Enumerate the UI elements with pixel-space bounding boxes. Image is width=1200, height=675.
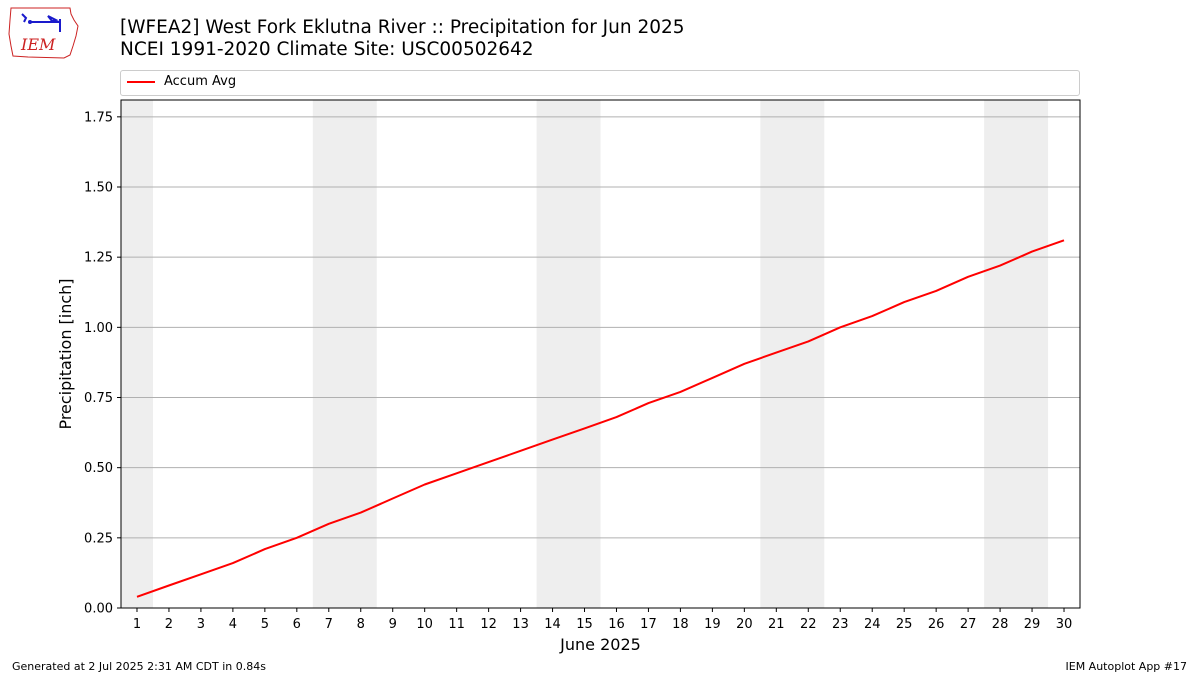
x-tick-label: 25	[896, 617, 913, 632]
y-tick-label: 1.50	[84, 181, 113, 196]
x-tick-label: 14	[544, 617, 561, 632]
logo-text: IEM	[20, 35, 56, 54]
x-tick-label: 20	[736, 617, 753, 632]
iem-logo: IEM	[8, 7, 79, 59]
chart-title: [WFEA2] West Fork Eklutna River :: Preci…	[120, 17, 685, 38]
x-tick-label: 7	[325, 617, 333, 632]
x-tick-label: 18	[672, 617, 689, 632]
station-dot-icon	[28, 20, 32, 24]
x-tick-label: 29	[1024, 617, 1041, 632]
x-tick-label: 6	[293, 617, 301, 632]
weekend-band-2	[312, 100, 377, 608]
x-tick-label: 30	[1056, 617, 1073, 632]
plot-frame	[120, 99, 1081, 609]
x-tick-label: 10	[416, 617, 433, 632]
x-tick-label: 1	[133, 617, 141, 632]
legend: Accum Avg	[120, 70, 1080, 96]
x-tick-label: 12	[480, 617, 497, 632]
x-tick-label: 27	[960, 617, 977, 632]
x-tick-label: 17	[640, 617, 657, 632]
x-tick-label: 19	[704, 617, 721, 632]
app-credit: IEM Autoplot App #17	[1065, 660, 1188, 673]
x-tick-label: 21	[768, 617, 785, 632]
x-tick-label: 9	[389, 617, 397, 632]
weekend-band-5	[984, 100, 1049, 608]
y-tick-label: 0.25	[84, 531, 113, 546]
x-tick-label: 23	[832, 617, 849, 632]
x-tick-label: 13	[512, 617, 529, 632]
y-tick-label: 1.00	[84, 321, 113, 336]
x-tick-label: 8	[357, 617, 365, 632]
y-tick-label: 0.50	[84, 461, 113, 476]
x-tick-label: 22	[800, 617, 817, 632]
generated-timestamp: Generated at 2 Jul 2025 2:31 AM CDT in 0…	[12, 660, 266, 673]
x-tick-label: 2	[165, 617, 173, 632]
x-axis-label: June 2025	[559, 635, 641, 654]
x-tick-label: 15	[576, 617, 593, 632]
legend-swatch	[127, 81, 155, 83]
y-tick-label: 0.75	[84, 391, 113, 406]
y-tick-label: 1.75	[84, 110, 113, 125]
x-tick-label: 16	[608, 617, 625, 632]
y-tick-label: 1.25	[84, 251, 113, 266]
y-axis-label: Precipitation [inch]	[56, 278, 75, 429]
x-tick-label: 4	[229, 617, 237, 632]
x-tick-label: 3	[197, 617, 205, 632]
weekend-band-3	[536, 100, 601, 608]
x-tick-label: 26	[928, 617, 945, 632]
x-tick-label: 24	[864, 617, 881, 632]
x-tick-label: 28	[992, 617, 1009, 632]
weather-symbol-icon	[21, 13, 61, 32]
x-tick-label: 11	[448, 617, 465, 632]
y-tick-label: 0.00	[84, 602, 113, 617]
weekend-band-1	[121, 100, 153, 608]
chart-subtitle: NCEI 1991-2020 Climate Site: USC00502642	[120, 39, 534, 60]
legend-label: Accum Avg	[164, 74, 237, 89]
iowa-outline-shape	[8, 7, 79, 59]
x-tick-label: 5	[261, 617, 269, 632]
series-line-accum-avg	[136, 239, 1065, 598]
